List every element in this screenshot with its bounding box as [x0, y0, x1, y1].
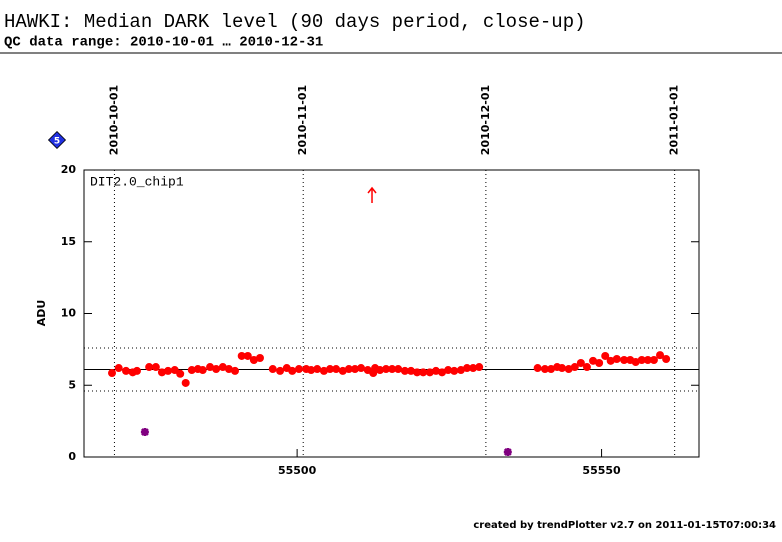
data-point — [394, 365, 403, 374]
data-point — [157, 368, 166, 377]
data-point — [620, 355, 629, 364]
data-point — [268, 365, 277, 374]
data-point — [601, 351, 610, 360]
badge-icon — [47, 130, 67, 150]
data-point — [643, 355, 652, 364]
badge-text: 5 — [54, 137, 60, 147]
y-tick-label: 20 — [61, 163, 77, 176]
data-point — [338, 366, 347, 375]
y-tick-label: 0 — [68, 450, 76, 463]
data-point — [595, 359, 604, 368]
data-point — [132, 366, 141, 375]
data-point — [313, 365, 322, 374]
data-point — [249, 355, 258, 364]
data-point — [350, 365, 359, 374]
data-point — [187, 366, 196, 375]
data-point — [212, 365, 221, 374]
data-point — [475, 363, 484, 372]
data-point — [400, 366, 409, 375]
x-tick-label: 55500 — [278, 464, 317, 477]
data-point — [382, 365, 391, 374]
data-point — [224, 365, 233, 374]
flagged-point — [503, 447, 512, 456]
y-tick-label: 5 — [68, 378, 76, 391]
outlier-arrow — [367, 186, 377, 204]
data-point — [375, 366, 384, 375]
data-point — [576, 359, 585, 368]
data-point — [307, 366, 316, 375]
data-point — [557, 364, 566, 373]
data-point — [344, 365, 353, 374]
data-point — [570, 363, 579, 372]
chart-subtitle: QC data range: 2010-10-01 … 2010-12-31 — [4, 35, 323, 51]
data-point — [612, 354, 621, 363]
data-point — [444, 366, 453, 375]
y-axis-label: ADU — [35, 300, 48, 327]
data-point — [276, 366, 285, 375]
data-point — [288, 366, 297, 375]
data-point — [463, 364, 472, 373]
data-point — [419, 368, 428, 377]
chart-title: HAWKI: Median DARK level (90 days period… — [4, 11, 586, 33]
data-point — [589, 356, 598, 365]
data-point — [406, 366, 415, 375]
data-point — [450, 366, 459, 375]
data-point — [582, 363, 591, 372]
data-point — [637, 355, 646, 364]
plot-frame — [83, 169, 700, 458]
data-point — [108, 369, 117, 378]
x-tick-label: 55550 — [582, 464, 621, 477]
data-point — [431, 366, 440, 375]
y-tick-label: 15 — [61, 235, 76, 248]
data-point — [326, 365, 334, 374]
data-point — [294, 365, 303, 374]
panel-label: DIT2.0_chip1 — [90, 174, 184, 189]
data-point — [456, 366, 465, 375]
flagged-point — [140, 428, 149, 437]
data-point — [425, 368, 434, 377]
data-point — [469, 364, 478, 373]
data-point — [547, 365, 556, 374]
data-point — [145, 363, 154, 372]
data-point — [164, 366, 173, 375]
date-label: 2010-12-01 — [479, 85, 492, 155]
data-point — [540, 365, 549, 374]
date-label: 2010-10-01 — [107, 85, 120, 155]
data-point — [564, 365, 573, 374]
data-point — [151, 363, 160, 372]
data-point — [218, 363, 227, 372]
data-point — [237, 351, 246, 360]
data-point — [181, 378, 190, 387]
data-point — [413, 368, 422, 377]
data-point — [122, 366, 131, 375]
data-point — [533, 364, 542, 373]
badge: 5 — [47, 130, 67, 150]
data-point — [231, 366, 240, 375]
data-point — [332, 365, 341, 374]
data-point — [606, 356, 615, 365]
data-point — [438, 368, 447, 377]
data-point — [176, 369, 185, 378]
date-label: 2011-01-01 — [668, 85, 681, 155]
data-point — [388, 365, 397, 374]
data-point — [198, 366, 207, 375]
data-point — [656, 351, 665, 360]
data-point — [649, 355, 658, 364]
data-point — [319, 366, 328, 375]
data-point — [243, 351, 252, 360]
data-point — [357, 364, 366, 373]
footer: created by trendPlotter v2.7 on 2011-01-… — [473, 520, 776, 531]
data-point — [631, 358, 640, 367]
data-point — [255, 353, 264, 362]
data-point — [662, 354, 671, 363]
date-label: 2010-11-01 — [296, 85, 309, 155]
data-point — [114, 364, 123, 373]
y-tick-label: 10 — [61, 307, 77, 320]
data-point — [206, 363, 215, 372]
